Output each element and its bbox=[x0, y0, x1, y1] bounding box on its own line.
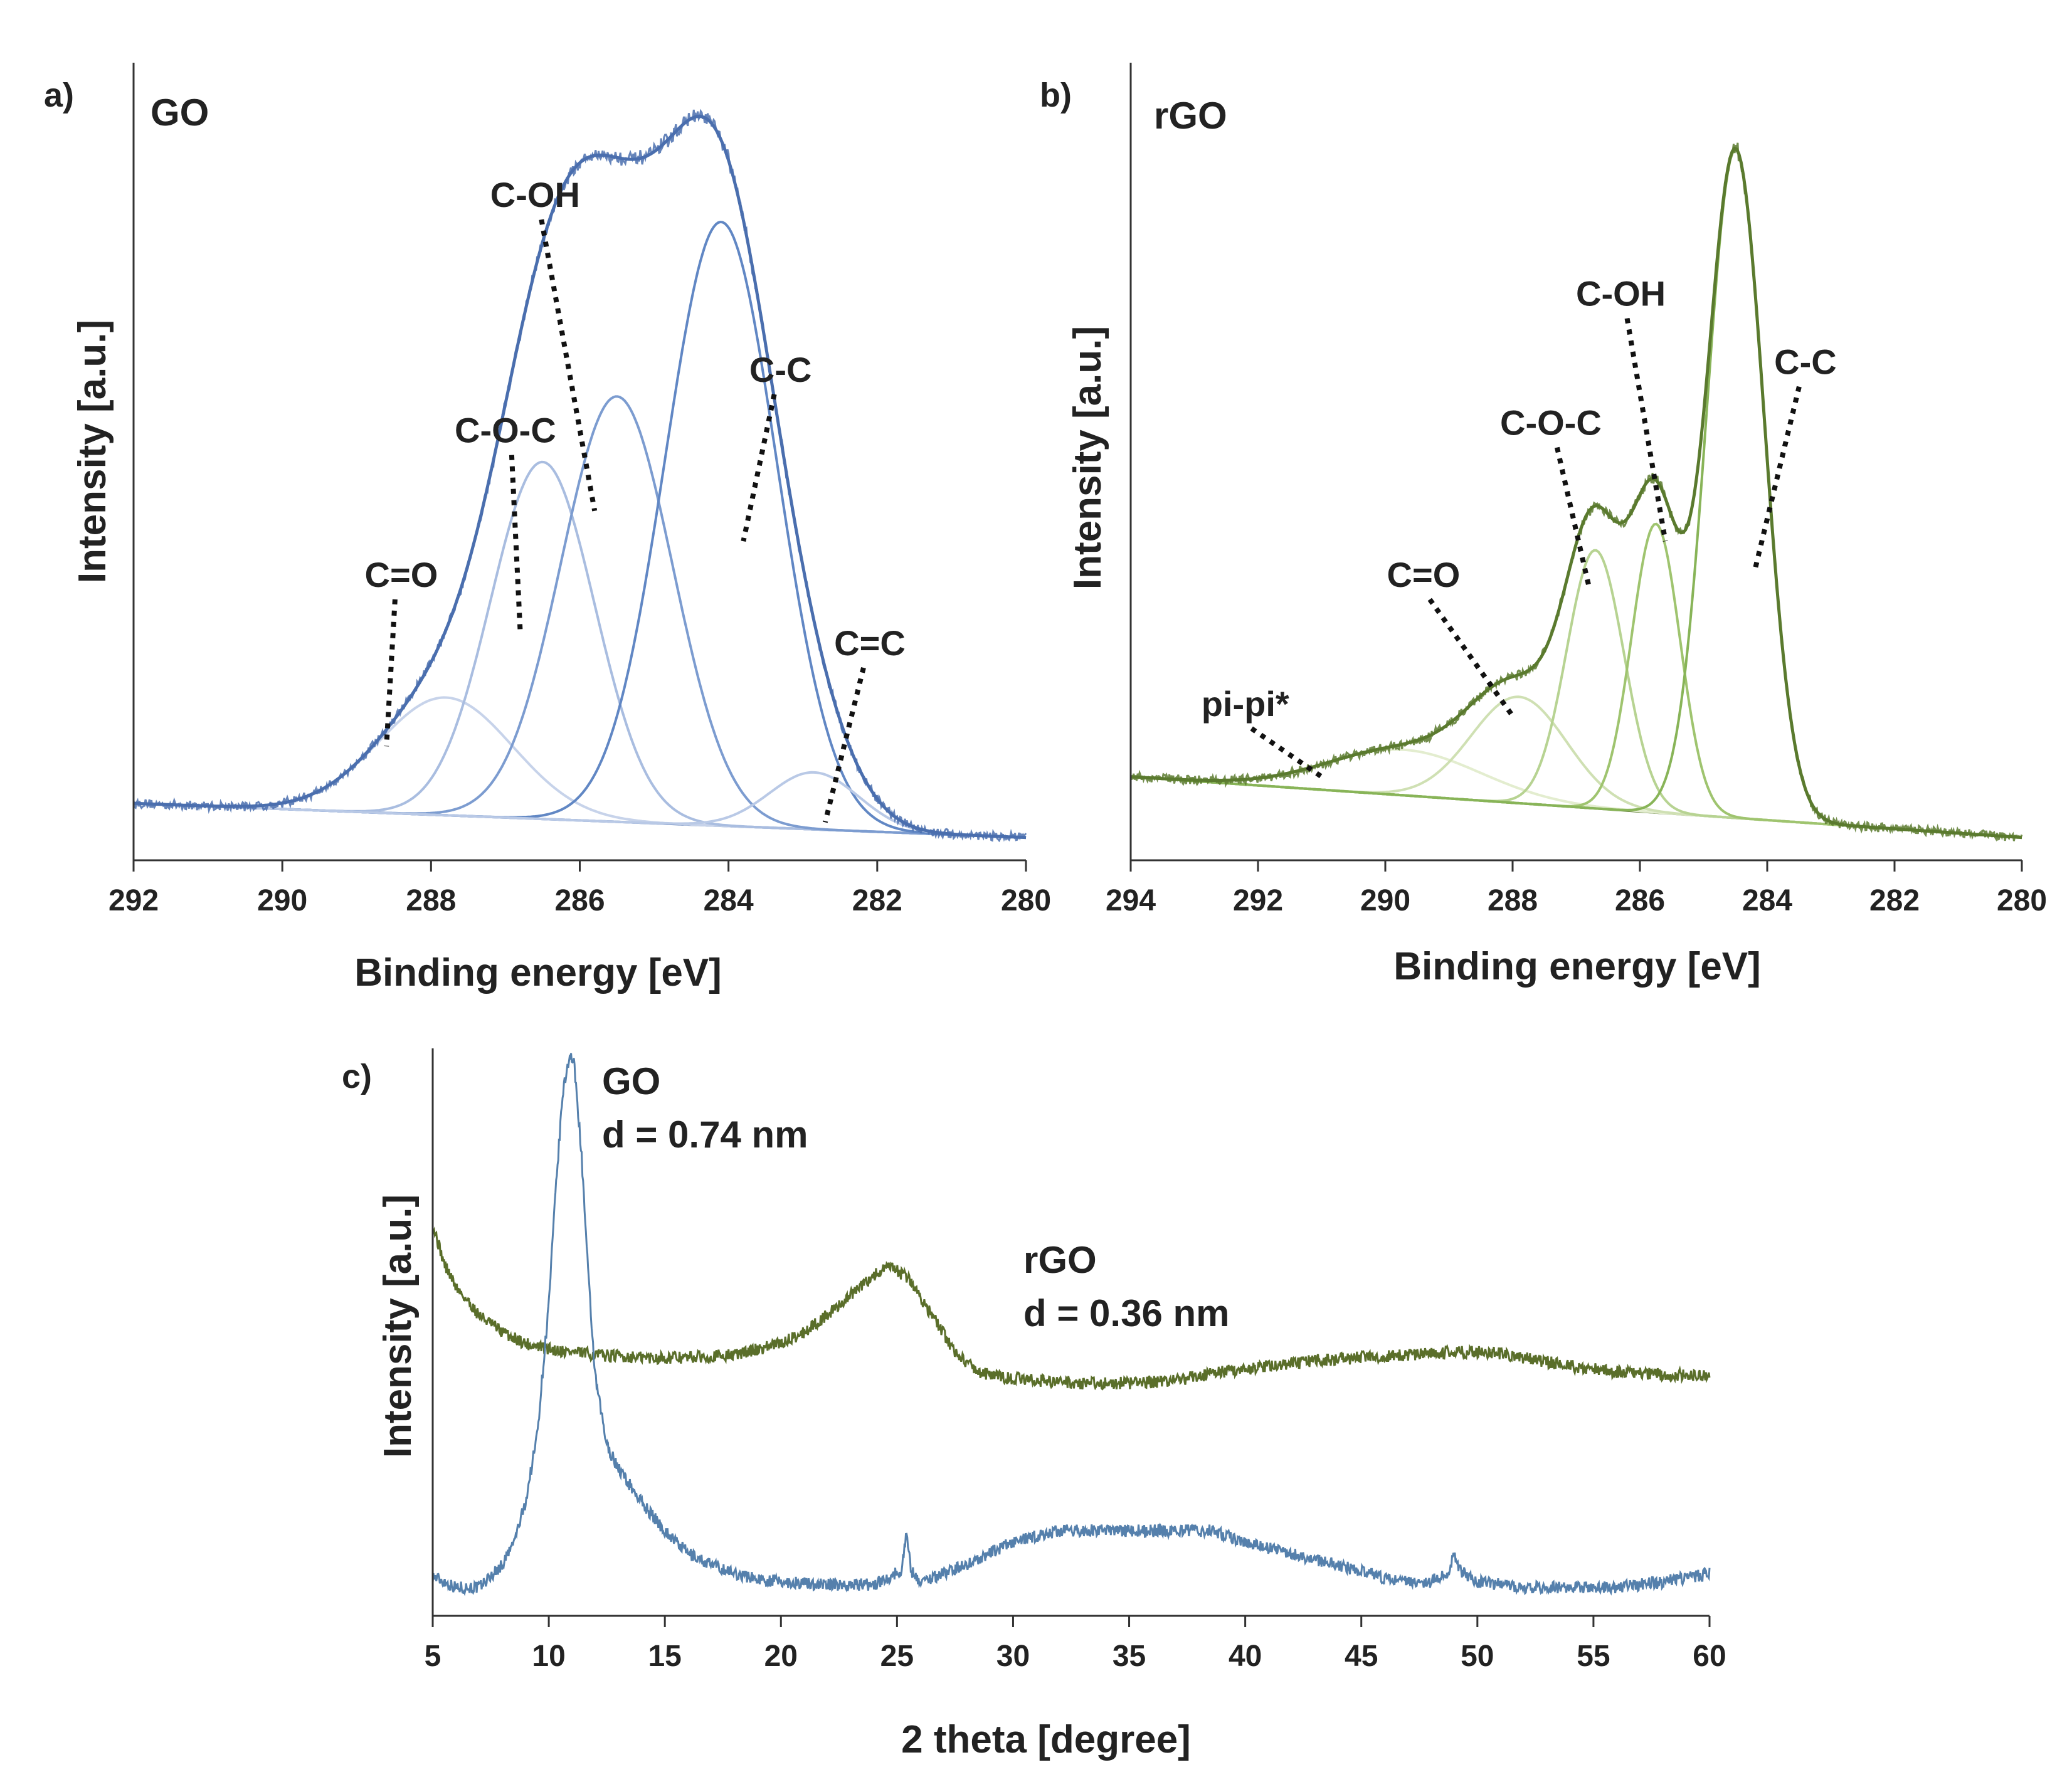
xps-panel-go: a) GO C=O C-O-C C-OH C-C C=C 292 290 288 286 284… bbox=[44, 63, 1051, 994]
xrd-rgo-annotation-name: rGO bbox=[1023, 1239, 1097, 1281]
peak-leader-line bbox=[1624, 317, 1668, 542]
x-tick-label: 25 bbox=[880, 1640, 914, 1673]
peak-label: pi-pi* bbox=[1202, 684, 1289, 724]
x-tick-label: 292 bbox=[1233, 884, 1283, 917]
xrd-y-axis-title: Intensity [a.u.] bbox=[376, 1194, 420, 1458]
peak-leader-line bbox=[1427, 598, 1515, 718]
x-tick-label: 288 bbox=[406, 884, 456, 917]
x-tick-label: 290 bbox=[257, 884, 307, 917]
peak-leader-line bbox=[1555, 446, 1592, 588]
x-tick-label: 55 bbox=[1577, 1640, 1610, 1673]
x-tick-label: 292 bbox=[108, 884, 159, 917]
panel-label-c: c) bbox=[342, 1058, 372, 1095]
x-tick-label: 15 bbox=[648, 1640, 681, 1673]
xrd-panel: c) 5 10 15 20 25 30 35 40 45 50 55 60 2 theta [degr… bbox=[342, 1048, 1726, 1761]
peak-label: C-C bbox=[1774, 342, 1837, 382]
peak-label: C=C bbox=[834, 623, 906, 663]
x-tick-label: 30 bbox=[996, 1640, 1030, 1673]
x-tick-label: 10 bbox=[532, 1640, 565, 1673]
peak-label: C=O bbox=[365, 555, 438, 594]
x-tick-label: 290 bbox=[1360, 884, 1410, 917]
peak-leader-line bbox=[384, 599, 398, 747]
x-tick-label: 284 bbox=[704, 884, 754, 917]
x-tick-label: 50 bbox=[1461, 1640, 1494, 1673]
xrd-plot-area bbox=[431, 1053, 1711, 1596]
xps-rgo-x-axis-title: Binding energy [eV] bbox=[1393, 945, 1761, 988]
xrd-rgo-annotation-spacing: d = 0.36 nm bbox=[1023, 1292, 1229, 1334]
xps-go-y-axis-title: Intensity [a.u.] bbox=[71, 320, 114, 583]
peak-leader-line bbox=[539, 219, 598, 512]
xps-go-plot-area: C=O C-O-C C-OH C-C C=C bbox=[132, 108, 1027, 843]
peak-leader-line bbox=[1250, 726, 1323, 779]
xrd-go-annotation-name: GO bbox=[602, 1060, 660, 1102]
peak-label: C-OH bbox=[490, 175, 580, 214]
peak-label: C-O-C bbox=[1500, 403, 1602, 443]
axes-2 bbox=[431, 1048, 1710, 1617]
peak-label: C-OH bbox=[1576, 274, 1666, 314]
x-tick-label: 20 bbox=[764, 1640, 798, 1673]
xps-rgo-y-axis-title: Intensity [a.u.] bbox=[1066, 326, 1109, 589]
x-tick-label: 286 bbox=[554, 884, 605, 917]
sample-label-rgo: rGO bbox=[1154, 95, 1227, 137]
panel-label-a: a) bbox=[44, 76, 74, 114]
x-tick-label: 284 bbox=[1742, 884, 1792, 917]
x-tick-label: 280 bbox=[1001, 884, 1051, 917]
x-tick-label: 288 bbox=[1488, 884, 1538, 917]
peak-label: C-O-C bbox=[455, 411, 556, 450]
xrd-go-annotation-spacing: d = 0.74 nm bbox=[602, 1114, 808, 1156]
sample-label-go: GO bbox=[151, 92, 209, 134]
x-tick-label: 282 bbox=[852, 884, 902, 917]
xps-rgo-x-axis-ticks: 294 292 290 288 286 284 282 280 bbox=[1106, 860, 2047, 917]
xps-rgo-plot-area: pi-pi* C=O C-O-C C-OH C-C bbox=[1130, 142, 2023, 842]
xrd-x-axis-title: 2 theta [degree] bbox=[901, 1718, 1191, 1761]
measured-spectrum bbox=[1130, 142, 2023, 842]
xps-go-x-axis-title: Binding energy [eV] bbox=[354, 951, 722, 994]
x-tick-label: 5 bbox=[425, 1640, 441, 1673]
series-line-rgo bbox=[431, 1226, 1711, 1391]
axes-0 bbox=[132, 63, 1026, 862]
measured-spectrum bbox=[132, 108, 1027, 843]
x-tick-label: 282 bbox=[1869, 884, 1920, 917]
xrd-x-axis-ticks: 5 10 15 20 25 30 35 40 45 50 55 60 bbox=[425, 1616, 1726, 1673]
series-line-go bbox=[431, 1053, 1711, 1596]
xps-panel-rgo: b) rGO pi-pi* C=O C-O-C C-OH C-C 294 292 290 28… bbox=[1040, 63, 2047, 988]
peak-leader-line bbox=[741, 393, 777, 542]
peak-leader-line bbox=[822, 667, 866, 823]
x-tick-label: 60 bbox=[1693, 1640, 1726, 1673]
component-curve bbox=[133, 771, 1027, 839]
peak-leader-line bbox=[509, 455, 523, 633]
x-tick-label: 40 bbox=[1229, 1640, 1262, 1673]
peak-label: C-C bbox=[749, 350, 812, 389]
x-tick-label: 280 bbox=[1997, 884, 2047, 917]
peak-leader-line bbox=[1752, 386, 1802, 572]
x-tick-label: 35 bbox=[1113, 1640, 1146, 1673]
panel-label-b: b) bbox=[1040, 76, 1072, 114]
x-tick-label: 286 bbox=[1615, 884, 1665, 917]
xps-go-x-axis-ticks: 292 290 288 286 284 282 280 bbox=[108, 860, 1051, 917]
peak-label: C=O bbox=[1387, 555, 1461, 594]
axes-1 bbox=[1129, 63, 2022, 862]
x-tick-label: 294 bbox=[1106, 884, 1156, 917]
x-tick-label: 45 bbox=[1345, 1640, 1378, 1673]
